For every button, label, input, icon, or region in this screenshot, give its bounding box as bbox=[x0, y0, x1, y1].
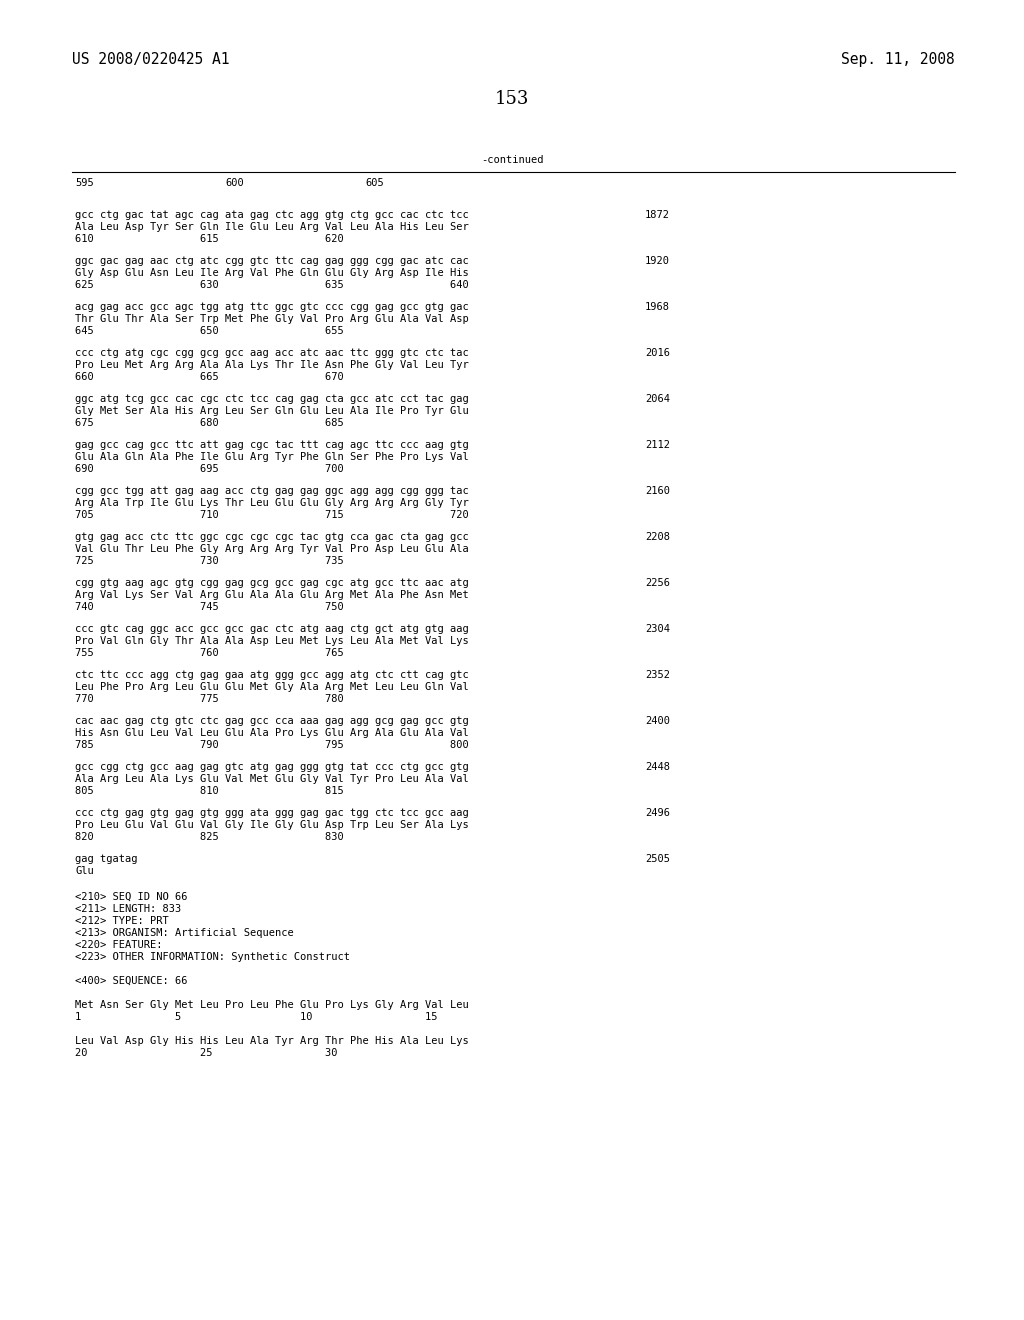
Text: ccc ctg atg cgc cgg gcg gcc aag acc atc aac ttc ggg gtc ctc tac: ccc ctg atg cgc cgg gcg gcc aag acc atc … bbox=[75, 348, 469, 358]
Text: 2352: 2352 bbox=[645, 671, 670, 680]
Text: Pro Leu Met Arg Arg Ala Ala Lys Thr Ile Asn Phe Gly Val Leu Tyr: Pro Leu Met Arg Arg Ala Ala Lys Thr Ile … bbox=[75, 360, 469, 370]
Text: Glu: Glu bbox=[75, 866, 94, 876]
Text: 2496: 2496 bbox=[645, 808, 670, 818]
Text: <211> LENGTH: 833: <211> LENGTH: 833 bbox=[75, 904, 181, 913]
Text: 20                  25                  30: 20 25 30 bbox=[75, 1048, 338, 1059]
Text: Pro Val Gln Gly Thr Ala Ala Asp Leu Met Lys Leu Ala Met Val Lys: Pro Val Gln Gly Thr Ala Ala Asp Leu Met … bbox=[75, 636, 469, 645]
Text: 1               5                   10                  15: 1 5 10 15 bbox=[75, 1012, 437, 1022]
Text: 755                 760                 765: 755 760 765 bbox=[75, 648, 344, 657]
Text: 2112: 2112 bbox=[645, 440, 670, 450]
Text: gag tgatag: gag tgatag bbox=[75, 854, 137, 865]
Text: Arg Val Lys Ser Val Arg Glu Ala Ala Glu Arg Met Ala Phe Asn Met: Arg Val Lys Ser Val Arg Glu Ala Ala Glu … bbox=[75, 590, 469, 601]
Text: Gly Asp Glu Asn Leu Ile Arg Val Phe Gln Glu Gly Arg Asp Ile His: Gly Asp Glu Asn Leu Ile Arg Val Phe Gln … bbox=[75, 268, 469, 279]
Text: 595: 595 bbox=[75, 178, 94, 187]
Text: Thr Glu Thr Ala Ser Trp Met Phe Gly Val Pro Arg Glu Ala Val Asp: Thr Glu Thr Ala Ser Trp Met Phe Gly Val … bbox=[75, 314, 469, 323]
Text: <400> SEQUENCE: 66: <400> SEQUENCE: 66 bbox=[75, 975, 187, 986]
Text: ggc gac gag aac ctg atc cgg gtc ttc cag gag ggg cgg gac atc cac: ggc gac gag aac ctg atc cgg gtc ttc cag … bbox=[75, 256, 469, 267]
Text: Ala Leu Asp Tyr Ser Gln Ile Glu Leu Arg Val Leu Ala His Leu Ser: Ala Leu Asp Tyr Ser Gln Ile Glu Leu Arg … bbox=[75, 222, 469, 232]
Text: Pro Leu Glu Val Glu Val Gly Ile Gly Glu Asp Trp Leu Ser Ala Lys: Pro Leu Glu Val Glu Val Gly Ile Gly Glu … bbox=[75, 820, 469, 830]
Text: 2208: 2208 bbox=[645, 532, 670, 543]
Text: Ala Arg Leu Ala Lys Glu Val Met Glu Gly Val Tyr Pro Leu Ala Val: Ala Arg Leu Ala Lys Glu Val Met Glu Gly … bbox=[75, 774, 469, 784]
Text: ccc ctg gag gtg gag gtg ggg ata ggg gag gac tgg ctc tcc gcc aag: ccc ctg gag gtg gag gtg ggg ata ggg gag … bbox=[75, 808, 469, 818]
Text: US 2008/0220425 A1: US 2008/0220425 A1 bbox=[72, 51, 229, 67]
Text: 820                 825                 830: 820 825 830 bbox=[75, 832, 344, 842]
Text: 705                 710                 715                 720: 705 710 715 720 bbox=[75, 510, 469, 520]
Text: -continued: -continued bbox=[480, 154, 544, 165]
Text: 2064: 2064 bbox=[645, 393, 670, 404]
Text: 2016: 2016 bbox=[645, 348, 670, 358]
Text: 690                 695                 700: 690 695 700 bbox=[75, 465, 344, 474]
Text: 600: 600 bbox=[225, 178, 244, 187]
Text: His Asn Glu Leu Val Leu Glu Ala Pro Lys Glu Arg Ala Glu Ala Val: His Asn Glu Leu Val Leu Glu Ala Pro Lys … bbox=[75, 729, 469, 738]
Text: ggc atg tcg gcc cac cgc ctc tcc cag gag cta gcc atc cct tac gag: ggc atg tcg gcc cac cgc ctc tcc cag gag … bbox=[75, 393, 469, 404]
Text: 740                 745                 750: 740 745 750 bbox=[75, 602, 344, 612]
Text: 2160: 2160 bbox=[645, 486, 670, 496]
Text: acg gag acc gcc agc tgg atg ttc ggc gtc ccc cgg gag gcc gtg gac: acg gag acc gcc agc tgg atg ttc ggc gtc … bbox=[75, 302, 469, 312]
Text: 1920: 1920 bbox=[645, 256, 670, 267]
Text: 785                 790                 795                 800: 785 790 795 800 bbox=[75, 741, 469, 750]
Text: 625                 630                 635                 640: 625 630 635 640 bbox=[75, 280, 469, 290]
Text: 153: 153 bbox=[495, 90, 529, 108]
Text: <213> ORGANISM: Artificial Sequence: <213> ORGANISM: Artificial Sequence bbox=[75, 928, 294, 939]
Text: cgg gtg aag agc gtg cgg gag gcg gcc gag cgc atg gcc ttc aac atg: cgg gtg aag agc gtg cgg gag gcg gcc gag … bbox=[75, 578, 469, 587]
Text: <223> OTHER INFORMATION: Synthetic Construct: <223> OTHER INFORMATION: Synthetic Const… bbox=[75, 952, 350, 962]
Text: 2400: 2400 bbox=[645, 715, 670, 726]
Text: Leu Val Asp Gly His His Leu Ala Tyr Arg Thr Phe His Ala Leu Lys: Leu Val Asp Gly His His Leu Ala Tyr Arg … bbox=[75, 1036, 469, 1045]
Text: 645                 650                 655: 645 650 655 bbox=[75, 326, 344, 337]
Text: 2448: 2448 bbox=[645, 762, 670, 772]
Text: 2505: 2505 bbox=[645, 854, 670, 865]
Text: gcc cgg ctg gcc aag gag gtc atg gag ggg gtg tat ccc ctg gcc gtg: gcc cgg ctg gcc aag gag gtc atg gag ggg … bbox=[75, 762, 469, 772]
Text: gtg gag acc ctc ttc ggc cgc cgc cgc tac gtg cca gac cta gag gcc: gtg gag acc ctc ttc ggc cgc cgc cgc tac … bbox=[75, 532, 469, 543]
Text: cgg gcc tgg att gag aag acc ctg gag gag ggc agg agg cgg ggg tac: cgg gcc tgg att gag aag acc ctg gag gag … bbox=[75, 486, 469, 496]
Text: Arg Ala Trp Ile Glu Lys Thr Leu Glu Glu Gly Arg Arg Arg Gly Tyr: Arg Ala Trp Ile Glu Lys Thr Leu Glu Glu … bbox=[75, 498, 469, 508]
Text: 1872: 1872 bbox=[645, 210, 670, 220]
Text: <210> SEQ ID NO 66: <210> SEQ ID NO 66 bbox=[75, 892, 187, 902]
Text: 805                 810                 815: 805 810 815 bbox=[75, 785, 344, 796]
Text: <220> FEATURE:: <220> FEATURE: bbox=[75, 940, 163, 950]
Text: 1968: 1968 bbox=[645, 302, 670, 312]
Text: Val Glu Thr Leu Phe Gly Arg Arg Arg Tyr Val Pro Asp Leu Glu Ala: Val Glu Thr Leu Phe Gly Arg Arg Arg Tyr … bbox=[75, 544, 469, 554]
Text: ctc ttc ccc agg ctg gag gaa atg ggg gcc agg atg ctc ctt cag gtc: ctc ttc ccc agg ctg gag gaa atg ggg gcc … bbox=[75, 671, 469, 680]
Text: 770                 775                 780: 770 775 780 bbox=[75, 694, 344, 704]
Text: Sep. 11, 2008: Sep. 11, 2008 bbox=[842, 51, 955, 67]
Text: 2304: 2304 bbox=[645, 624, 670, 634]
Text: Met Asn Ser Gly Met Leu Pro Leu Phe Glu Pro Lys Gly Arg Val Leu: Met Asn Ser Gly Met Leu Pro Leu Phe Glu … bbox=[75, 1001, 469, 1010]
Text: Glu Ala Gln Ala Phe Ile Glu Arg Tyr Phe Gln Ser Phe Pro Lys Val: Glu Ala Gln Ala Phe Ile Glu Arg Tyr Phe … bbox=[75, 451, 469, 462]
Text: ccc gtc cag ggc acc gcc gcc gac ctc atg aag ctg gct atg gtg aag: ccc gtc cag ggc acc gcc gcc gac ctc atg … bbox=[75, 624, 469, 634]
Text: cac aac gag ctg gtc ctc gag gcc cca aaa gag agg gcg gag gcc gtg: cac aac gag ctg gtc ctc gag gcc cca aaa … bbox=[75, 715, 469, 726]
Text: 660                 665                 670: 660 665 670 bbox=[75, 372, 344, 381]
Text: Leu Phe Pro Arg Leu Glu Glu Met Gly Ala Arg Met Leu Leu Gln Val: Leu Phe Pro Arg Leu Glu Glu Met Gly Ala … bbox=[75, 682, 469, 692]
Text: gcc ctg gac tat agc cag ata gag ctc agg gtg ctg gcc cac ctc tcc: gcc ctg gac tat agc cag ata gag ctc agg … bbox=[75, 210, 469, 220]
Text: 610                 615                 620: 610 615 620 bbox=[75, 234, 344, 244]
Text: <212> TYPE: PRT: <212> TYPE: PRT bbox=[75, 916, 169, 927]
Text: 2256: 2256 bbox=[645, 578, 670, 587]
Text: Gly Met Ser Ala His Arg Leu Ser Gln Glu Leu Ala Ile Pro Tyr Glu: Gly Met Ser Ala His Arg Leu Ser Gln Glu … bbox=[75, 407, 469, 416]
Text: 605: 605 bbox=[365, 178, 384, 187]
Text: gag gcc cag gcc ttc att gag cgc tac ttt cag agc ttc ccc aag gtg: gag gcc cag gcc ttc att gag cgc tac ttt … bbox=[75, 440, 469, 450]
Text: 675                 680                 685: 675 680 685 bbox=[75, 418, 344, 428]
Text: 725                 730                 735: 725 730 735 bbox=[75, 556, 344, 566]
